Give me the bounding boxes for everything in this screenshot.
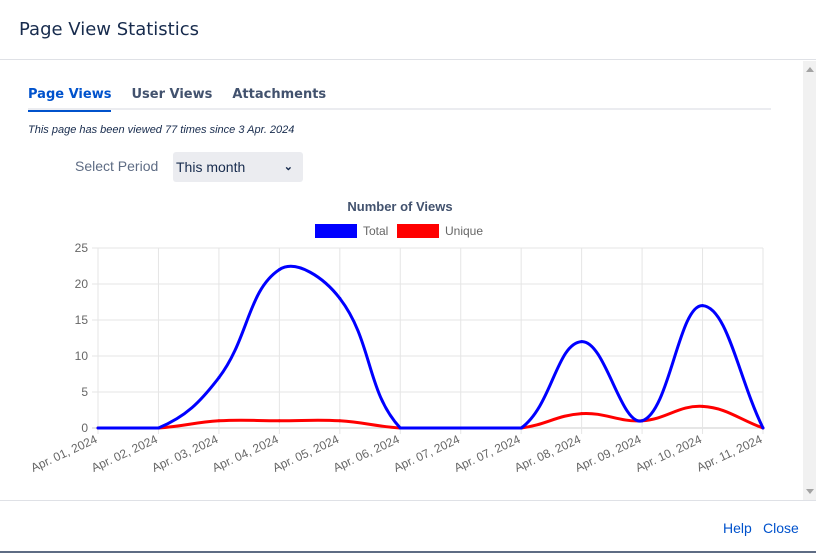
y-tick-label: 5 [81, 385, 88, 399]
data-point-total [277, 268, 281, 272]
dialog-header: Page View Statistics [0, 0, 816, 60]
legend-label-unique: Unique [445, 224, 483, 238]
dialog-body: Page Views User Views Attachments This p… [0, 61, 803, 500]
x-tick-label: Apr. 07, 2024 [391, 432, 462, 475]
data-point-unique [277, 419, 281, 423]
dialog-footer: Help Close [0, 500, 816, 553]
view-count-info: This page has been viewed 77 times since… [28, 124, 295, 136]
data-point-unique [338, 419, 342, 423]
period-select-value: This month [176, 159, 246, 175]
bottom-border [0, 551, 816, 553]
y-tick-label: 25 [75, 241, 89, 255]
data-point-total [580, 340, 584, 344]
data-point-total [519, 426, 523, 430]
scroll-up-arrow-icon[interactable] [806, 67, 814, 72]
x-tick-label: Apr. 11, 2024 [694, 432, 764, 475]
series-line-total [98, 264, 765, 430]
y-tick-label: 10 [75, 349, 89, 363]
help-link[interactable]: Help [723, 520, 752, 536]
x-tick-label: Apr. 01, 2024 [29, 432, 100, 475]
legend-swatch-unique [397, 224, 439, 238]
data-point-total [338, 296, 342, 300]
data-point-total [217, 376, 221, 380]
data-point-unique [217, 419, 221, 423]
data-point-total [640, 419, 644, 423]
data-point-total [761, 426, 765, 430]
tab-page-views[interactable]: Page Views [28, 87, 112, 112]
data-point-total [156, 426, 160, 430]
data-point-unique [580, 412, 584, 416]
x-tick-label: Apr. 04, 2024 [210, 432, 281, 475]
x-tick-label: Apr. 02, 2024 [89, 432, 160, 475]
data-point-unique [701, 404, 705, 408]
series-line-unique [98, 404, 764, 430]
x-tick-label: Apr. 07, 2024 [452, 432, 523, 475]
data-point-total [96, 426, 100, 430]
data-point-total [459, 426, 463, 430]
tab-attachments[interactable]: Attachments [232, 87, 327, 102]
legend-swatch-total [315, 224, 357, 238]
data-point-total [701, 304, 705, 308]
tab-bar: Page Views User Views Attachments [28, 87, 771, 112]
tab-user-views[interactable]: User Views [131, 87, 213, 102]
close-button[interactable]: Close [763, 520, 799, 536]
x-tick-label: Apr. 03, 2024 [150, 432, 221, 475]
dialog-title: Page View Statistics [19, 19, 200, 40]
x-tick-label: Apr. 05, 2024 [270, 432, 341, 475]
x-tick-label: Apr. 09, 2024 [573, 432, 644, 475]
period-select[interactable]: This month ⌄ [173, 152, 303, 182]
select-period-label: Select Period [75, 158, 159, 174]
chevron-down-icon: ⌄ [283, 161, 293, 173]
y-tick-label: 20 [75, 277, 89, 291]
scrollbar[interactable] [803, 61, 816, 500]
x-tick-label: Apr. 10, 2024 [633, 432, 704, 475]
x-tick-label: Apr. 06, 2024 [331, 432, 402, 475]
y-tick-label: 0 [81, 421, 88, 435]
views-chart: Number of Views Total Unique 0 5 10 15 20 25 Apr.… [29, 199, 765, 475]
chart-title: Number of Views [347, 199, 452, 214]
scroll-down-arrow-icon[interactable] [806, 489, 814, 494]
data-point-total [398, 426, 402, 430]
y-tick-label: 15 [75, 313, 89, 327]
legend-label-total: Total [363, 224, 388, 238]
x-tick-label: Apr. 08, 2024 [512, 432, 583, 475]
